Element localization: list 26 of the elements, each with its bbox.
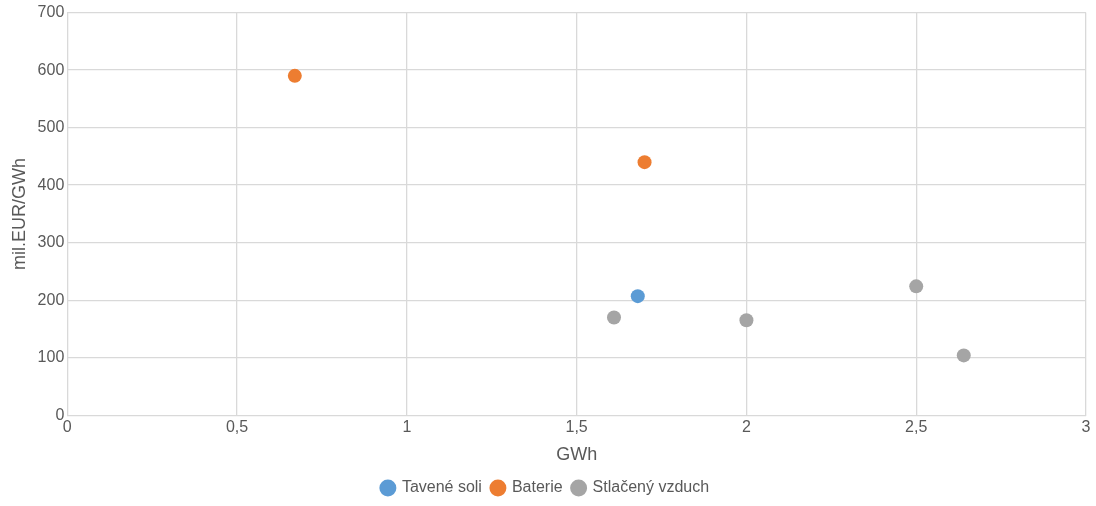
point bbox=[607, 310, 621, 325]
y-tick-label: 0 bbox=[55, 405, 65, 423]
y-tick-label: 200 bbox=[37, 290, 65, 308]
y-tick-label: 700 bbox=[37, 3, 65, 21]
x-tick-label: 3 bbox=[1081, 418, 1091, 436]
y-tick-label: 600 bbox=[37, 60, 65, 78]
y-tick-label: 400 bbox=[37, 175, 65, 193]
y-tick-label: 100 bbox=[37, 348, 65, 366]
x-axis-title: GWh bbox=[556, 444, 598, 465]
x-tick-label: 1,5 bbox=[565, 418, 588, 436]
y-tick-label: 500 bbox=[37, 118, 65, 136]
point bbox=[287, 68, 302, 83]
point bbox=[956, 348, 971, 363]
point bbox=[909, 279, 924, 294]
y-axis-title: mil.EUR/GWh bbox=[8, 157, 29, 270]
x-tick-label: 0,5 bbox=[225, 418, 249, 436]
x-tick-label: 2 bbox=[741, 418, 751, 436]
legend-label: Baterie bbox=[511, 478, 563, 496]
legend-label: Stlačený vzduch bbox=[592, 478, 710, 496]
point bbox=[630, 289, 645, 304]
legend-label: Tavené soli bbox=[401, 478, 482, 496]
point bbox=[739, 313, 754, 328]
x-tick-label: 1 bbox=[402, 418, 412, 436]
y-tick-label: 300 bbox=[37, 233, 65, 251]
point bbox=[637, 155, 652, 170]
x-tick-label: 2,5 bbox=[905, 418, 928, 436]
